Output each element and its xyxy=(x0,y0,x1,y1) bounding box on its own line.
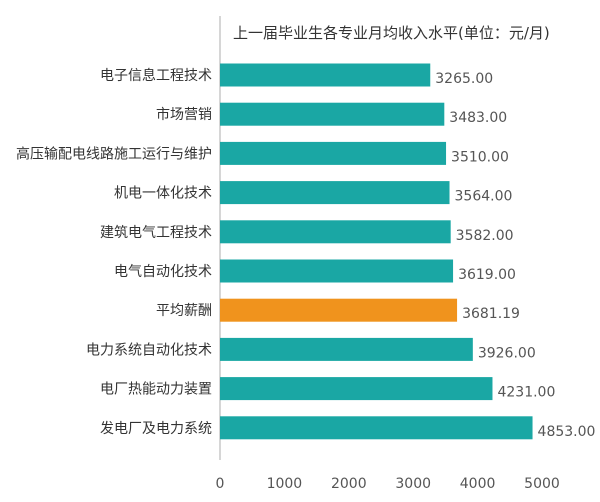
x-tick-label: 2000 xyxy=(331,476,367,492)
bar xyxy=(220,416,533,440)
category-label: 电力系统自动化技术 xyxy=(86,342,212,358)
value-label: 3265.00 xyxy=(435,71,493,87)
value-label: 3681.19 xyxy=(462,306,520,322)
category-label: 发电厂及电力系统 xyxy=(100,421,212,437)
x-tick-label: 4000 xyxy=(460,476,496,492)
chart-title: 上一届毕业生各专业月均收入水平(单位：元/月) xyxy=(233,24,550,42)
x-tick-label: 5000 xyxy=(524,476,560,492)
bar xyxy=(220,298,458,322)
value-label: 3926.00 xyxy=(478,345,536,361)
category-label: 电子信息工程技术 xyxy=(100,67,212,84)
bar xyxy=(220,337,473,361)
value-label: 3582.00 xyxy=(456,228,514,244)
value-label: 3483.00 xyxy=(449,110,507,126)
category-label: 建筑电气工程技术 xyxy=(100,225,212,241)
x-tick-label: 3000 xyxy=(395,476,431,492)
bar xyxy=(220,259,454,283)
x-tick-label: 0 xyxy=(216,476,225,492)
value-label: 3510.00 xyxy=(451,149,509,165)
category-label: 平均薪酬 xyxy=(156,303,212,319)
bar xyxy=(220,377,493,401)
value-label: 3564.00 xyxy=(455,189,513,205)
category-label: 市场营销 xyxy=(156,106,212,123)
bar xyxy=(220,63,431,87)
bars-group: 电子信息工程技术 3265.00 市场营销 3483.00 高压输配电线路施工运行与维护… xyxy=(16,63,596,440)
x-tick-label: 1000 xyxy=(267,476,303,492)
x-ticks-group: 0 1000 2000 3000 4000 5000 xyxy=(216,476,560,492)
bar xyxy=(220,102,445,126)
category-label: 高压输配电线路施工运行与维护 xyxy=(16,145,212,162)
category-label: 电厂热能动力装置 xyxy=(100,382,212,398)
category-label: 机电一体化技术 xyxy=(114,186,212,202)
bar xyxy=(220,181,450,205)
category-label: 电气自动化技术 xyxy=(114,264,212,280)
bar xyxy=(220,220,451,244)
bar xyxy=(220,141,447,165)
value-label: 4231.00 xyxy=(497,385,555,401)
value-label: 3619.00 xyxy=(458,267,516,283)
value-label: 4853.00 xyxy=(538,424,596,440)
